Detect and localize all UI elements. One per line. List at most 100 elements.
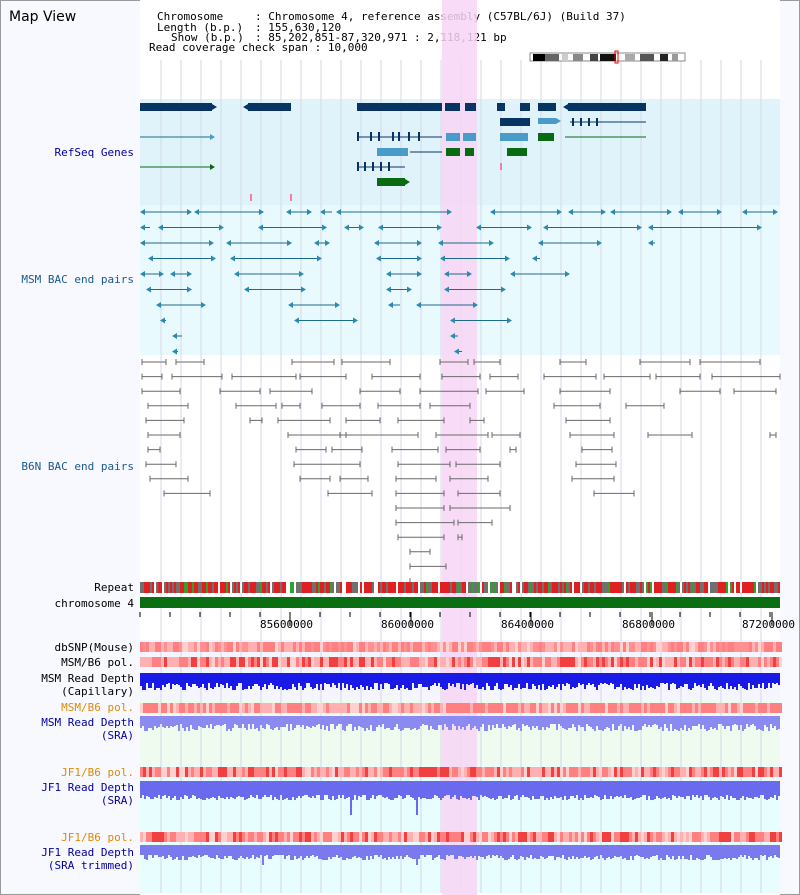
polymorphism-mark: [440, 657, 443, 667]
depth-bar: [358, 716, 360, 726]
depth-bar: [348, 781, 350, 797]
polymorphism-mark: [743, 703, 746, 713]
polymorphism-mark: [602, 657, 605, 667]
polymorphism-mark: [719, 657, 722, 667]
polymorphism-mark: [530, 703, 533, 713]
polymorphism-mark: [656, 767, 659, 777]
depth-bar: [450, 845, 452, 855]
depth-bar: [662, 673, 664, 683]
polymorphism-mark: [452, 767, 455, 777]
polymorphism-mark: [719, 703, 722, 713]
depth-bar: [706, 716, 708, 731]
polymorphism-mark: [512, 642, 515, 652]
depth-bar: [674, 716, 676, 729]
repeat-mark: [420, 582, 422, 593]
ideogram-band: [660, 54, 668, 61]
polymorphism-mark: [749, 657, 752, 667]
depth-bar: [572, 673, 574, 687]
polymorphism-mark: [362, 832, 365, 842]
polymorphism-mark: [203, 832, 206, 842]
depth-bar: [314, 781, 316, 798]
polymorphism-mark: [650, 642, 653, 652]
repeat-mark: [752, 582, 754, 593]
polymorphism-mark: [461, 767, 464, 777]
track-label-b6n-bac[interactable]: B6N BAC end pairs: [21, 460, 134, 473]
depth-bar: [710, 845, 712, 857]
depth-bar: [270, 673, 272, 683]
repeat-mark: [546, 582, 548, 593]
ideogram-band: [672, 54, 678, 61]
repeat-mark: [520, 582, 522, 593]
repeat-mark: [282, 582, 284, 593]
polymorphism-mark: [431, 832, 434, 842]
polymorphism-mark: [521, 832, 524, 842]
polymorphism-mark: [170, 642, 173, 652]
depth-bar: [694, 716, 696, 726]
polymorphism-mark: [755, 703, 758, 713]
depth-bar: [156, 716, 158, 728]
polymorphism-mark: [656, 703, 659, 713]
polymorphism-mark: [713, 657, 716, 667]
depth-bar: [676, 845, 678, 859]
depth-bar: [182, 845, 184, 856]
depth-bar: [590, 781, 592, 797]
polymorphism-mark: [356, 657, 359, 667]
depth-bar: [238, 845, 240, 858]
depth-bar: [344, 673, 346, 688]
polymorphism-mark: [311, 642, 314, 652]
depth-bar: [764, 716, 766, 725]
depth-bar: [432, 716, 434, 729]
repeat-mark: [376, 582, 378, 593]
strand-arrow: [637, 224, 642, 231]
depth-bar: [242, 845, 244, 858]
depth-bar: [640, 781, 642, 797]
repeat-mark: [318, 582, 320, 593]
depth-bar: [482, 781, 484, 797]
polymorphism-mark: [467, 767, 470, 777]
depth-bar: [578, 781, 580, 800]
polymorphism-mark: [296, 657, 299, 667]
polymorphism-mark: [686, 657, 689, 667]
depth-bar: [426, 845, 428, 855]
depth-bar: [242, 781, 244, 797]
polymorphism-mark: [710, 642, 713, 652]
depth-bar: [386, 673, 388, 683]
polymorphism-mark: [575, 767, 578, 777]
polymorphism-mark: [737, 767, 740, 777]
strand-arrow: [507, 317, 512, 324]
polymorphism-mark: [602, 832, 605, 842]
depth-bar: [430, 673, 432, 686]
depth-bar: [362, 673, 364, 687]
polymorphism-mark: [569, 642, 572, 652]
polymorphism-mark: [536, 832, 539, 842]
polymorphism-mark: [617, 832, 620, 842]
polymorphism-mark: [515, 657, 518, 667]
repeat-mark: [580, 582, 582, 593]
polymorphism-mark: [425, 657, 428, 667]
repeat-mark: [508, 582, 510, 593]
depth-bar: [474, 845, 476, 856]
polymorphism-mark: [719, 767, 722, 777]
polymorphism-mark: [269, 703, 272, 713]
depth-bar: [436, 845, 438, 857]
track-label-refseq[interactable]: RefSeq Genes: [54, 146, 134, 159]
strand-arrow: [601, 209, 606, 215]
depth-bar: [204, 781, 206, 800]
polymorphism-mark: [248, 703, 251, 713]
polymorphism-mark: [734, 703, 737, 713]
repeat-mark: [578, 582, 580, 593]
polymorphism-mark: [233, 642, 236, 652]
depth-bar: [656, 781, 658, 796]
repeat-mark: [448, 582, 450, 593]
depth-bar: [420, 716, 422, 726]
track-label-msm-bac[interactable]: MSM BAC end pairs: [21, 273, 134, 286]
polymorphism-mark: [701, 767, 704, 777]
polymorphism-mark: [371, 657, 374, 667]
depth-bar: [396, 781, 398, 798]
polymorphism-mark: [179, 642, 182, 652]
depth-bar: [304, 673, 306, 688]
depth-bar: [148, 716, 150, 728]
polymorphism-mark: [677, 703, 680, 713]
depth-bar: [220, 673, 222, 684]
polymorphism-mark: [437, 657, 440, 667]
